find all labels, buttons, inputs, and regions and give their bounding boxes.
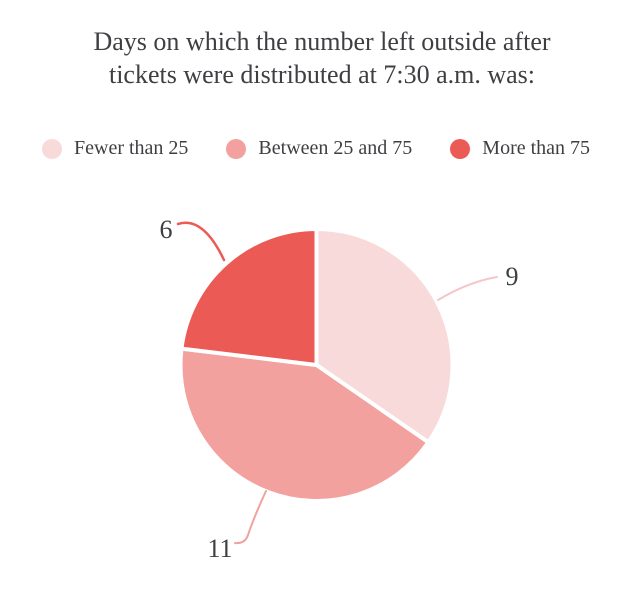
pie-slices [178,227,455,503]
legend-label-more-than-75: More than 75 [482,137,591,159]
chart-title: Days on which the number left outside af… [42,25,602,91]
chart-title-line-2: tickets were distributed at 7:30 a.m. wa… [108,60,535,89]
value-label-fewer-than-25: 9 [506,262,519,291]
legend-label-fewer-than-25: Fewer than 25 [74,137,189,159]
legend-color-dot-between-25-and-75 [226,138,247,159]
callout-line-between-25-and-75 [234,490,267,545]
callout-line-fewer-than-25 [437,276,498,301]
legend-item-fewer-than-25: Fewer than 25 [42,137,188,160]
chart-title-line-1: Days on which the number left outside af… [93,27,551,56]
legend-label-between-25-and-75: Between 25 and 75 [258,137,413,159]
callout-line-more-than-75 [176,221,226,262]
legend-color-dot-more-than-75 [450,138,471,159]
legend-item-more-than-75: More than 75 [450,137,590,160]
value-label-between-25-and-75: 11 [207,534,232,563]
legend-item-between-25-and-75: Between 25 and 75 [226,137,412,160]
pie-slice-0 [314,227,455,445]
legend-color-dot-fewer-than-25 [42,138,62,159]
value-label-more-than-75: 6 [160,215,173,244]
pie-slice-1 [178,346,431,503]
pie-slice-2 [179,227,319,367]
legend: Fewer than 25 Between 25 and 75 More tha… [42,137,644,160]
